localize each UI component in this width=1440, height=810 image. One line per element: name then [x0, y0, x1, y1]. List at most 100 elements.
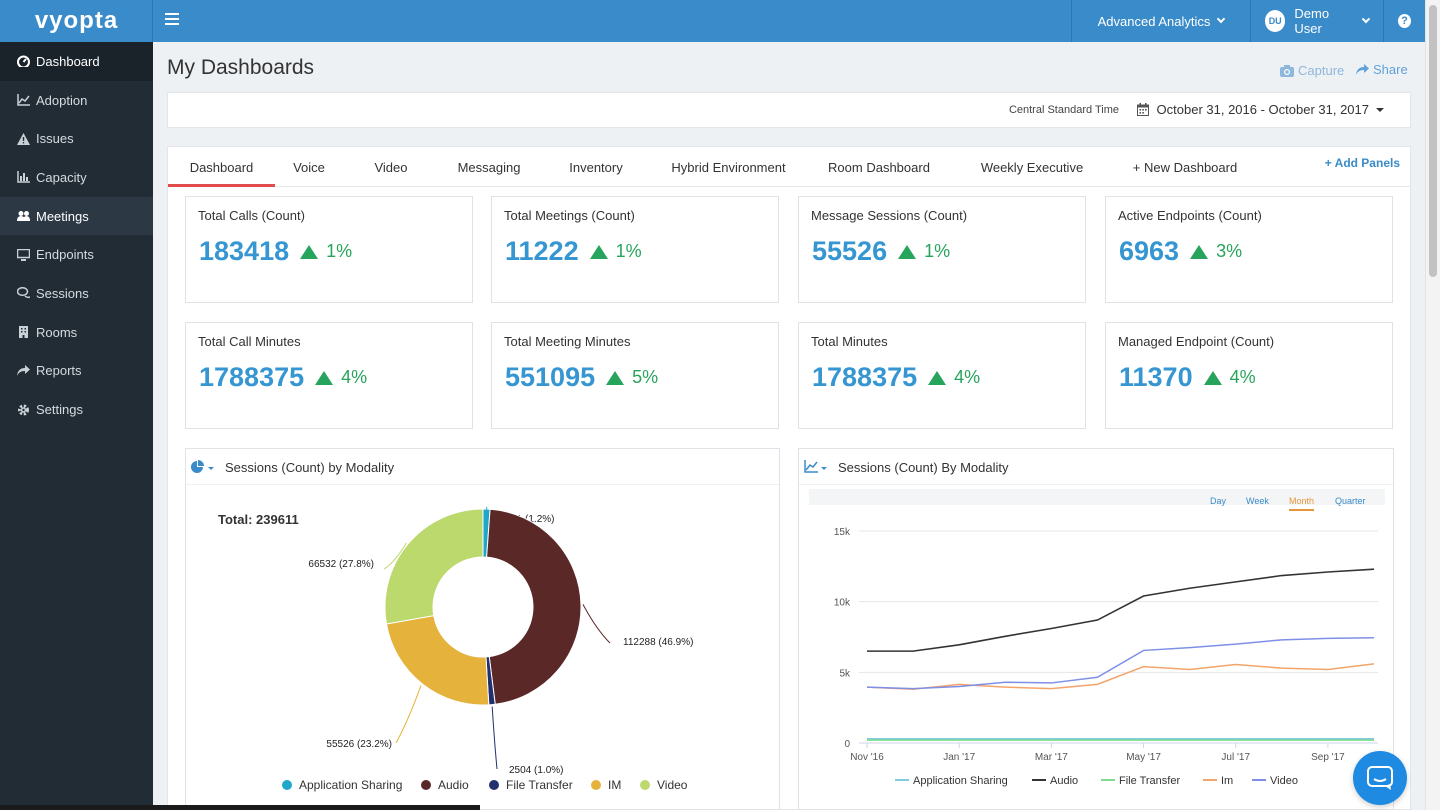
legend-item-application-sharing[interactable]: Application Sharing	[895, 775, 1008, 787]
logo[interactable]: vyopta	[0, 0, 153, 42]
pie-label-connector	[582, 604, 611, 644]
range-month-button[interactable]: Month	[1289, 496, 1315, 511]
legend-label: Application Sharing	[913, 775, 1008, 787]
add-panels-button[interactable]: + Add Panels	[1324, 156, 1400, 170]
gear-icon	[18, 404, 29, 416]
trend-up-icon	[300, 244, 319, 259]
kpi-label: Total Meeting Minutes	[504, 334, 631, 349]
tab-weekly-executive[interactable]: Weekly Executive	[980, 160, 1084, 175]
bar-chart-icon	[17, 171, 30, 184]
legend-item-im[interactable]: Im	[1203, 775, 1233, 787]
series-line-video[interactable]	[866, 636, 1375, 690]
date-range-picker[interactable]: October 31, 2016 - October 31, 2017	[1136, 102, 1384, 117]
kpi-value: 11370	[1119, 362, 1193, 392]
sidebar-item-reports[interactable]: Reports	[0, 352, 153, 391]
kpi-card[interactable]: Total Minutes 1788375 4%	[798, 322, 1086, 429]
kpi-card[interactable]: Total Meetings (Count) 11222 1%	[491, 196, 779, 303]
chart-type-dropdown[interactable]	[191, 460, 215, 479]
kpi-value-row: 183418 1%	[199, 236, 352, 267]
sidebar-item-issues[interactable]: Issues	[0, 119, 153, 158]
kpi-card[interactable]: Message Sessions (Count) 55526 1%	[798, 196, 1086, 303]
chart-type-dropdown[interactable]	[804, 460, 828, 479]
tab-inventory[interactable]: Inventory	[569, 160, 623, 175]
sidebar-item-label: Reports	[36, 363, 82, 379]
sidebar-item-sessions[interactable]: Sessions	[0, 274, 153, 313]
x-tick-label: Jan '17	[943, 752, 975, 763]
legend-label: Video	[1270, 775, 1298, 787]
pie-data-label: 2504 (1.0%)	[509, 765, 563, 776]
kpi-label: Managed Endpoint (Count)	[1118, 334, 1275, 349]
tab-dashboard[interactable]: Dashboard	[168, 147, 275, 187]
help-button[interactable]: ?	[1383, 0, 1425, 42]
user-menu[interactable]: DU Demo User	[1250, 0, 1383, 42]
kpi-card[interactable]: Managed Endpoint (Count) 11370 4%	[1105, 322, 1393, 429]
sidebar-item-dashboard[interactable]: Dashboard	[0, 42, 153, 81]
sidebar-item-capacity[interactable]: Capacity	[0, 158, 153, 197]
sidebar-item-endpoints[interactable]: Endpoints	[0, 235, 153, 274]
kpi-label: Total Minutes	[811, 334, 888, 349]
tab-messaging[interactable]: Messaging	[457, 160, 521, 175]
comments-icon	[17, 287, 30, 299]
camera-icon	[1280, 64, 1294, 77]
tab-video[interactable]: Video	[374, 160, 408, 175]
pie-slice-audio[interactable]	[486, 508, 582, 705]
kpi-value: 6963	[1119, 236, 1180, 266]
legend-item-audio[interactable]: Audio	[421, 778, 469, 792]
trend-up-icon	[315, 370, 334, 385]
legend-item-im[interactable]: IM	[591, 778, 621, 792]
kpi-card[interactable]: Active Endpoints (Count) 6963 3%	[1105, 196, 1393, 303]
sidebar-item-rooms[interactable]: Rooms	[0, 313, 153, 352]
legend-item-file-transfer[interactable]: File Transfer	[1101, 775, 1180, 787]
legend-item-audio[interactable]: Audio	[1032, 775, 1078, 787]
legend-dot	[282, 780, 292, 790]
chat-icon	[1367, 766, 1393, 790]
series-line-audio[interactable]	[867, 568, 1375, 652]
scrollbar-thumb[interactable]	[1429, 5, 1437, 277]
trend-up-icon	[1203, 370, 1222, 385]
kpi-change: 3%	[1216, 241, 1243, 261]
legend-item-video[interactable]: Video	[1252, 775, 1298, 787]
menu-toggle-button[interactable]	[165, 13, 179, 27]
share-button[interactable]: Share	[1356, 62, 1408, 77]
pie-slice-im[interactable]	[385, 615, 490, 706]
range-day-button[interactable]: Day	[1210, 496, 1227, 506]
tab-voice[interactable]: Voice	[293, 160, 325, 175]
sidebar-item-label: Meetings	[36, 208, 89, 224]
pie-chart-card: Sessions (Count) by Modality Total: 2396…	[185, 448, 780, 810]
range-quarter-button[interactable]: Quarter	[1335, 496, 1366, 506]
kpi-card[interactable]: Total Meeting Minutes 551095 5%	[491, 322, 779, 429]
capture-button[interactable]: Capture	[1280, 63, 1344, 78]
kpi-value-row: 551095 5%	[505, 362, 658, 393]
range-week-button[interactable]: Week	[1246, 496, 1269, 506]
trend-up-icon	[1190, 244, 1209, 259]
tab-room-dashboard[interactable]: Room Dashboard	[828, 160, 930, 175]
tab-new-dashboard[interactable]: + New Dashboard	[1132, 160, 1238, 175]
legend-label: Video	[657, 778, 688, 792]
legend-item-application-sharing[interactable]: Application Sharing	[282, 778, 402, 792]
share-label: Share	[1373, 62, 1408, 77]
kpi-card[interactable]: Total Call Minutes 1788375 4%	[185, 322, 473, 429]
advanced-analytics-menu[interactable]: Advanced Analytics	[1071, 0, 1250, 42]
sidebar-item-label: Adoption	[36, 92, 88, 108]
y-tick-label: 10k	[834, 598, 851, 609]
pie-slice-video[interactable]	[384, 508, 484, 625]
capture-label: Capture	[1298, 63, 1345, 78]
kpi-card[interactable]: Total Calls (Count) 183418 1%	[185, 196, 473, 303]
legend-item-video[interactable]: Video	[640, 778, 688, 792]
series-line-im[interactable]	[866, 663, 1375, 691]
kpi-value: 55526	[812, 236, 888, 266]
line-chart-icon	[17, 94, 30, 106]
sidebar-item-adoption[interactable]: Adoption	[0, 81, 153, 120]
chart-title: Sessions (Count) By Modality	[838, 460, 1009, 475]
sidebar-item-settings[interactable]: Settings	[0, 390, 153, 429]
tab-hybrid-environment[interactable]: Hybrid Environment	[671, 160, 786, 175]
caret-down-icon	[1376, 107, 1384, 112]
legend-item-file-transfer[interactable]: File Transfer	[489, 778, 573, 792]
building-icon	[19, 326, 28, 339]
vertical-scrollbar[interactable]	[1425, 0, 1440, 810]
kpi-value-row: 1788375 4%	[199, 362, 367, 393]
sidebar-item-meetings[interactable]: Meetings	[0, 196, 153, 236]
horizontal-scrollbar[interactable]	[0, 805, 480, 810]
chat-button[interactable]	[1353, 751, 1407, 805]
kpi-change: 4%	[1229, 367, 1256, 387]
